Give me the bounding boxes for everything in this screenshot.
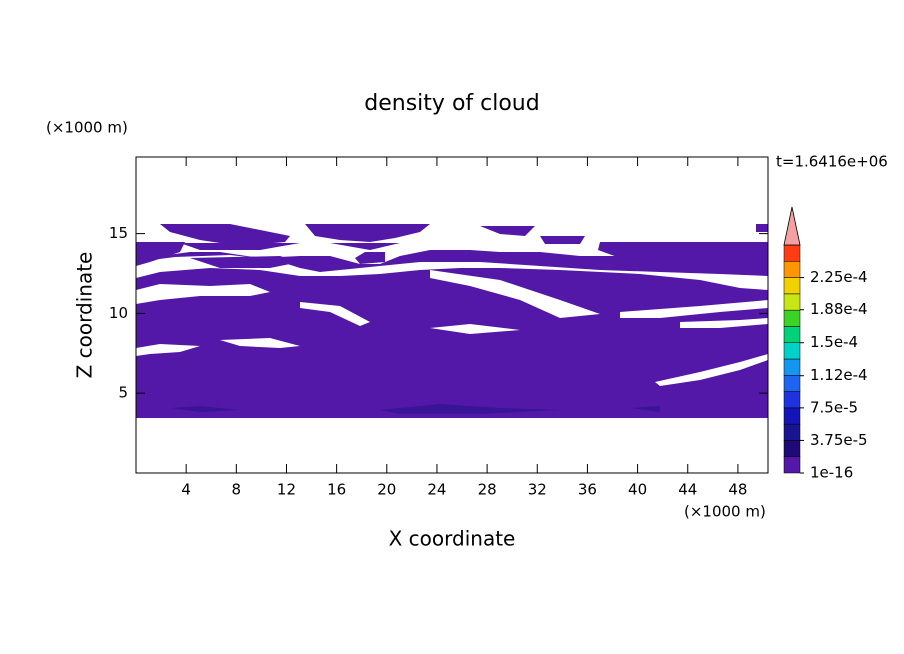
colorbar-tick-label: 1.88e-4	[810, 300, 868, 318]
contour-region	[655, 354, 768, 386]
colorbar-tick-label: 7.5e-5	[810, 398, 858, 416]
x-tick-label: 40	[628, 481, 647, 499]
x-tick-label: 32	[528, 481, 547, 499]
contour-region	[430, 324, 520, 334]
cloud-field	[136, 224, 768, 418]
plot-frame	[135, 156, 769, 474]
x-tick-label: 12	[277, 481, 296, 499]
contour-region	[136, 242, 185, 266]
contour-region	[170, 406, 240, 412]
contour-region	[220, 338, 300, 348]
colorbar-box	[783, 440, 801, 457]
colorbar-box	[783, 293, 801, 311]
y-tick-label: 15	[109, 224, 128, 242]
colorbar-box	[783, 423, 801, 441]
contour-region	[136, 344, 200, 356]
contour-region	[380, 404, 560, 414]
colorbar-box	[783, 261, 801, 278]
colorbar-box	[783, 326, 801, 343]
x-axis-label: X coordinate	[389, 527, 516, 551]
colorbar-tick-label: 1.5e-4	[810, 333, 858, 351]
x-tick-label: 44	[678, 481, 697, 499]
x-tick-label: 16	[327, 481, 346, 499]
x-tick-label: 48	[728, 481, 747, 499]
x-tick-label: 24	[427, 481, 446, 499]
contour-region	[630, 406, 660, 412]
contour-region	[136, 284, 270, 304]
colorbar-box	[783, 244, 801, 262]
contour-region	[430, 270, 600, 318]
contour-region	[540, 236, 585, 244]
colorbar-tick-label: 2.25e-4	[810, 268, 868, 286]
contour-region	[300, 302, 370, 326]
colorbar-extend	[783, 206, 801, 246]
contour-region	[680, 318, 768, 328]
y-tick-label: 5	[118, 384, 128, 402]
x-tick-label: 4	[181, 481, 191, 499]
y-unit: (×1000 m)	[46, 119, 128, 137]
contour-region	[598, 242, 768, 272]
colorbar-box	[783, 342, 801, 360]
y-tick-label: 10	[109, 304, 128, 322]
contour-region	[190, 256, 300, 268]
contour-region	[480, 226, 535, 236]
x-tick-label: 28	[478, 481, 497, 499]
x-tick-label: 36	[578, 481, 597, 499]
x-tick-label: 8	[232, 481, 242, 499]
colorbar-tick-label: 3.75e-5	[810, 431, 868, 449]
colorbar-box	[783, 456, 801, 474]
chart-title: density of cloud	[364, 91, 539, 116]
colorbar-tick-label: 1.12e-4	[810, 366, 868, 384]
x-unit: (×1000 m)	[684, 503, 766, 521]
x-tick-label: 20	[377, 481, 396, 499]
contour-region	[620, 300, 768, 318]
time-label: t=1.6416e+06	[776, 153, 888, 171]
colorbar-box	[783, 358, 801, 376]
contour-region	[355, 252, 385, 264]
contour-region	[160, 224, 290, 246]
contour-region	[756, 224, 768, 232]
colorbar-box	[783, 277, 801, 295]
colorbar-box	[783, 309, 801, 327]
colorbar-box	[783, 375, 801, 392]
y-axis-label: Z coordinate	[73, 252, 97, 379]
colorbar-box	[783, 407, 801, 425]
contour-region	[305, 224, 430, 242]
colorbar-tick-label: 1e-16	[810, 464, 853, 482]
colorbar-box	[783, 391, 801, 409]
